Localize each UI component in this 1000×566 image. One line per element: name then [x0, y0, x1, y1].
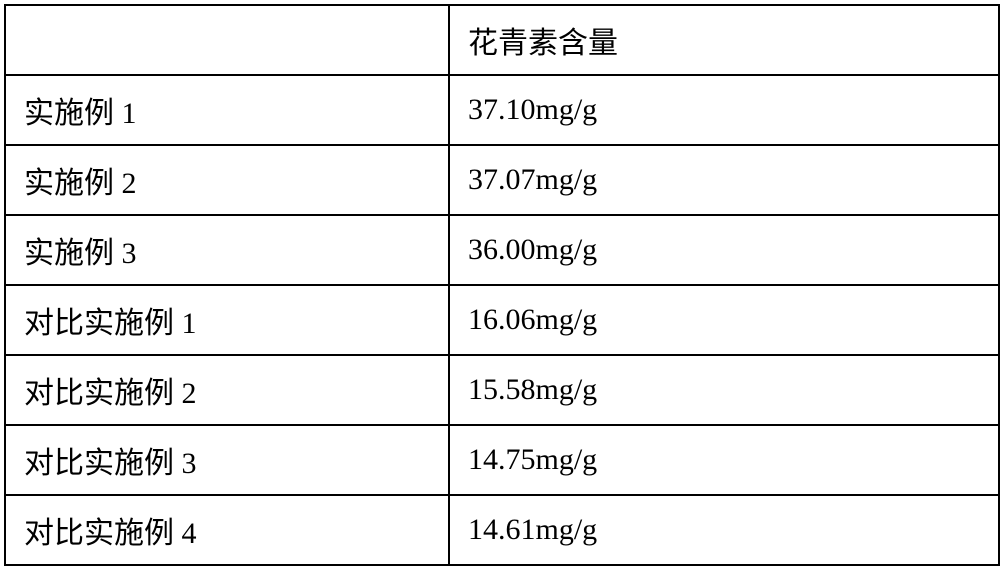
row-label: 对比实施例 1	[5, 285, 449, 355]
row-value: 14.75mg/g	[449, 425, 999, 495]
row-label: 实施例 1	[5, 75, 449, 145]
table-row: 实施例 3 36.00mg/g	[5, 215, 999, 285]
row-label: 对比实施例 4	[5, 495, 449, 565]
row-value: 16.06mg/g	[449, 285, 999, 355]
table-header-row: 花青素含量	[5, 5, 999, 75]
table-row: 对比实施例 3 14.75mg/g	[5, 425, 999, 495]
table-row: 对比实施例 4 14.61mg/g	[5, 495, 999, 565]
anthocyanin-content-table: 花青素含量 实施例 1 37.10mg/g 实施例 2 37.07mg/g 实施…	[4, 4, 1000, 566]
table-row: 实施例 1 37.10mg/g	[5, 75, 999, 145]
table-row: 对比实施例 1 16.06mg/g	[5, 285, 999, 355]
header-cell-empty	[5, 5, 449, 75]
row-label: 对比实施例 3	[5, 425, 449, 495]
row-value: 15.58mg/g	[449, 355, 999, 425]
row-value: 36.00mg/g	[449, 215, 999, 285]
table-row: 实施例 2 37.07mg/g	[5, 145, 999, 215]
row-value: 14.61mg/g	[449, 495, 999, 565]
table-row: 对比实施例 2 15.58mg/g	[5, 355, 999, 425]
row-value: 37.10mg/g	[449, 75, 999, 145]
row-label: 实施例 2	[5, 145, 449, 215]
row-value: 37.07mg/g	[449, 145, 999, 215]
row-label: 对比实施例 2	[5, 355, 449, 425]
header-cell-value: 花青素含量	[449, 5, 999, 75]
row-label: 实施例 3	[5, 215, 449, 285]
